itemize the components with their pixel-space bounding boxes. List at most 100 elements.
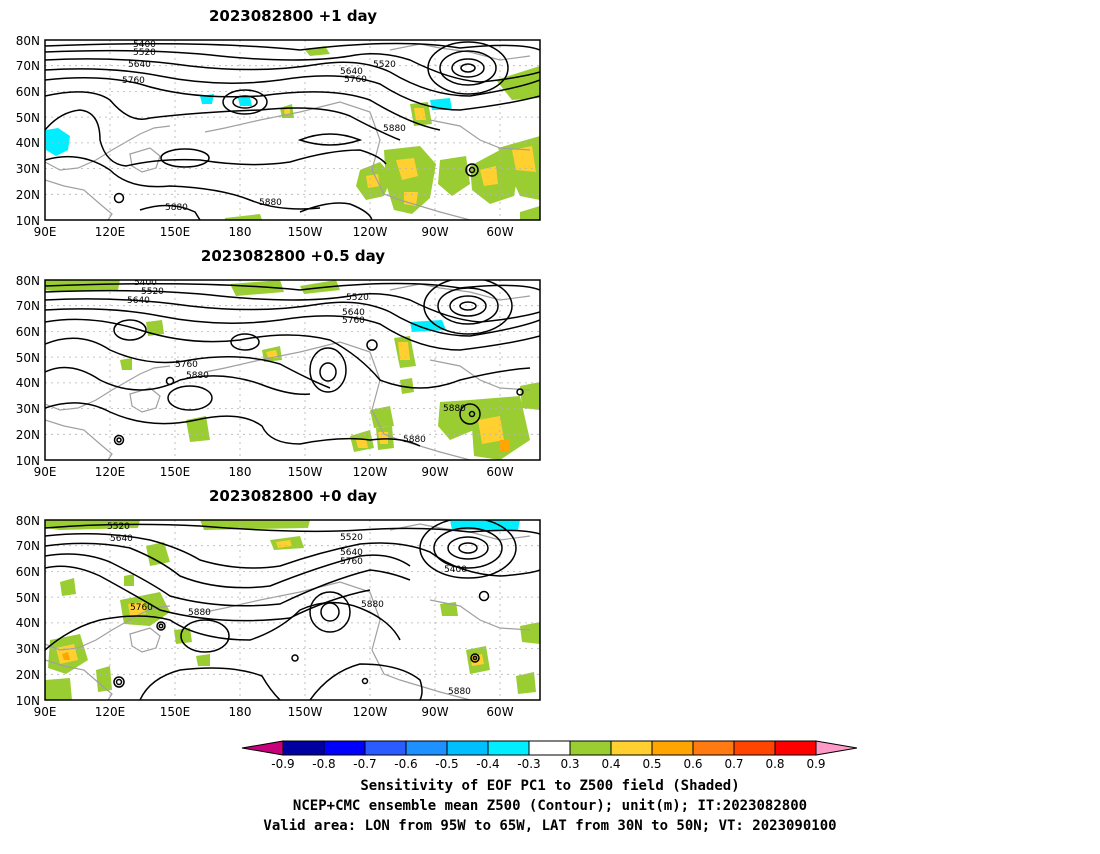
svg-text:70N: 70N xyxy=(16,299,40,313)
svg-text:-0.7: -0.7 xyxy=(353,757,376,771)
z500-contours xyxy=(45,41,540,220)
svg-text:80N: 80N xyxy=(16,274,40,288)
colorbar-swatch xyxy=(446,740,489,756)
svg-text:10N: 10N xyxy=(16,214,40,228)
svg-text:30N: 30N xyxy=(16,402,40,416)
svg-text:40N: 40N xyxy=(16,136,40,150)
svg-text:150E: 150E xyxy=(160,225,191,239)
svg-text:90W: 90W xyxy=(421,705,448,719)
z500-contours xyxy=(45,280,540,447)
svg-text:5760: 5760 xyxy=(340,557,363,567)
svg-text:5880: 5880 xyxy=(165,203,188,213)
contour-labels: 5520 5640 5520 5640 5760 5400 5760 5880 … xyxy=(107,522,471,697)
panel-title: 2023082800 +0 day xyxy=(209,487,377,505)
svg-text:5760: 5760 xyxy=(344,75,367,85)
svg-text:-0.4: -0.4 xyxy=(476,757,499,771)
svg-text:5520: 5520 xyxy=(133,48,156,58)
svg-text:150E: 150E xyxy=(160,705,191,719)
lat-lon-grid xyxy=(45,520,540,700)
svg-text:10N: 10N xyxy=(16,694,40,708)
sensitivity-shading xyxy=(45,520,540,700)
map-panel-plus-1-day: 2023082800 +1 day xyxy=(16,7,541,239)
svg-text:70N: 70N xyxy=(16,539,40,553)
lon-axis-labels: 90E 120E 150E 180 150W 120W 90W 60W xyxy=(34,465,514,479)
svg-text:5400: 5400 xyxy=(133,40,156,50)
svg-text:5880: 5880 xyxy=(448,687,471,697)
map-panel-plus-half-day: 2023082800 +0.5 day xyxy=(16,247,541,479)
svg-text:0.9: 0.9 xyxy=(806,757,825,771)
svg-text:0.7: 0.7 xyxy=(724,757,743,771)
colorbar-swatch xyxy=(282,740,325,756)
svg-text:5520: 5520 xyxy=(340,533,363,543)
svg-text:50N: 50N xyxy=(16,351,40,365)
svg-text:70N: 70N xyxy=(16,59,40,73)
panel-title: 2023082800 +0.5 day xyxy=(201,247,385,265)
svg-text:40N: 40N xyxy=(16,376,40,390)
svg-text:5880: 5880 xyxy=(383,124,406,134)
svg-text:5640: 5640 xyxy=(127,296,150,306)
map-frame xyxy=(44,39,541,221)
z500-contours xyxy=(45,520,540,700)
svg-text:5880: 5880 xyxy=(361,600,384,610)
svg-text:5640: 5640 xyxy=(128,60,151,70)
svg-text:120E: 120E xyxy=(95,705,126,719)
colorbar-swatch xyxy=(528,740,571,756)
svg-text:5880: 5880 xyxy=(188,608,211,618)
caption-line-3: Valid area: LON from 95W to 65W, LAT fro… xyxy=(263,818,836,834)
colorbar-swatch xyxy=(323,740,366,756)
svg-text:60N: 60N xyxy=(16,85,40,99)
colorbar-swatch xyxy=(487,740,530,756)
colorbar-swatch xyxy=(774,740,817,756)
caption-line-2: NCEP+CMC ensemble mean Z500 (Contour); u… xyxy=(293,798,807,814)
svg-text:5760: 5760 xyxy=(175,360,198,370)
colorbar-swatch xyxy=(569,740,612,756)
svg-text:-0.3: -0.3 xyxy=(517,757,540,771)
svg-text:5760: 5760 xyxy=(342,316,365,326)
contour-labels: 5400 5520 5640 5520 5640 5760 5760 5880 … xyxy=(127,280,466,445)
svg-text:20N: 20N xyxy=(16,188,40,202)
svg-text:50N: 50N xyxy=(16,591,40,605)
svg-text:-0.9: -0.9 xyxy=(271,757,294,771)
svg-text:-0.5: -0.5 xyxy=(435,757,458,771)
map-frame xyxy=(44,519,541,701)
svg-text:30N: 30N xyxy=(16,642,40,656)
svg-text:120E: 120E xyxy=(95,465,126,479)
svg-text:50N: 50N xyxy=(16,111,40,125)
svg-text:-0.8: -0.8 xyxy=(312,757,335,771)
caption-line-1: Sensitivity of EOF PC1 to Z500 field (Sh… xyxy=(360,778,739,794)
svg-text:150E: 150E xyxy=(160,465,191,479)
svg-text:5640: 5640 xyxy=(342,308,365,318)
lat-axis-labels: 80N 70N 60N 50N 40N 30N 20N 10N xyxy=(16,514,40,708)
lon-axis-labels: 90E 120E 150E 180 150W 120W 90W 60W xyxy=(34,225,514,239)
lat-axis-labels: 80N 70N 60N 50N 40N 30N 20N 10N xyxy=(16,274,40,468)
lat-lon-grid xyxy=(45,40,540,220)
contour-labels: 5400 5520 5640 5760 5640 5760 5520 5880 … xyxy=(122,40,406,213)
svg-text:80N: 80N xyxy=(16,34,40,48)
svg-text:150W: 150W xyxy=(288,705,323,719)
colorbar-swatch xyxy=(405,740,448,756)
colorbar-swatch xyxy=(733,740,776,756)
svg-text:5880: 5880 xyxy=(186,371,209,381)
colorbar-swatch xyxy=(651,740,694,756)
map-frame xyxy=(44,279,541,461)
svg-text:40N: 40N xyxy=(16,616,40,630)
svg-text:120W: 120W xyxy=(353,705,388,719)
svg-text:5880: 5880 xyxy=(403,435,426,445)
panel-title: 2023082800 +1 day xyxy=(209,7,377,25)
sensitivity-shading xyxy=(45,280,540,460)
svg-text:60N: 60N xyxy=(16,565,40,579)
svg-text:150W: 150W xyxy=(288,465,323,479)
colorbar-low-triangle xyxy=(241,740,284,756)
svg-text:180: 180 xyxy=(229,705,252,719)
colorbar-tick-labels: -0.9 -0.8 -0.7 -0.6 -0.5 -0.4 -0.3 0.3 0… xyxy=(271,757,825,771)
svg-text:5640: 5640 xyxy=(340,67,363,77)
colorbar-swatch xyxy=(610,740,653,756)
svg-text:0.6: 0.6 xyxy=(683,757,702,771)
figure-caption: Sensitivity of EOF PC1 to Z500 field (Sh… xyxy=(263,778,836,834)
svg-text:120E: 120E xyxy=(95,225,126,239)
lon-axis-labels: 90E 120E 150E 180 150W 120W 90W 60W xyxy=(34,705,514,719)
svg-text:60W: 60W xyxy=(486,705,513,719)
svg-text:5640: 5640 xyxy=(340,548,363,558)
svg-text:-0.6: -0.6 xyxy=(394,757,417,771)
